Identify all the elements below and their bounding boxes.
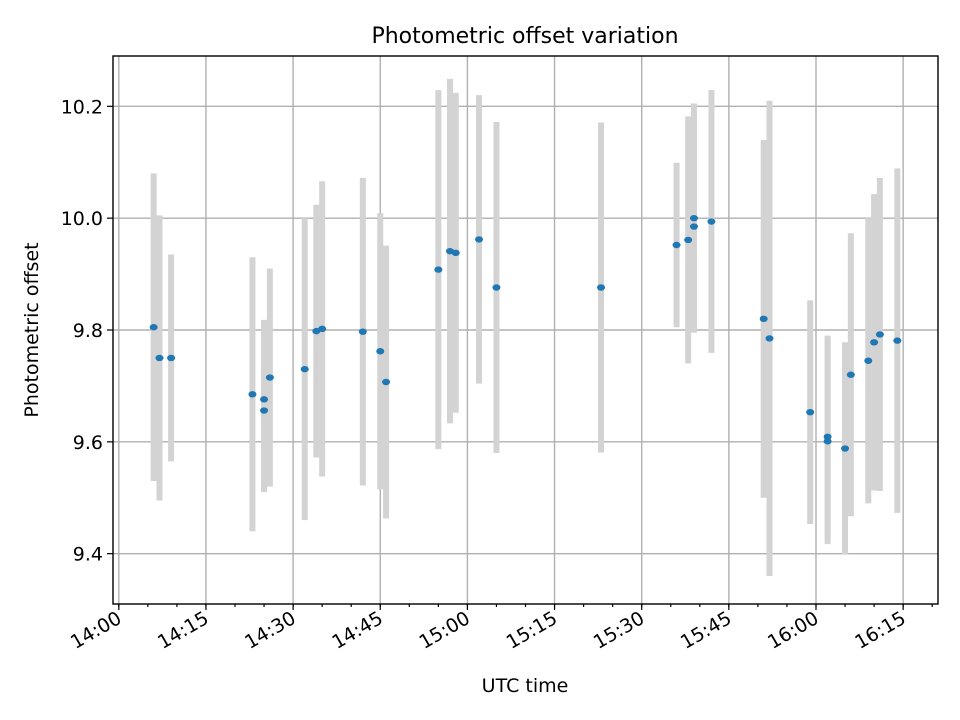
data-point — [689, 214, 698, 222]
y-tick-label: 9.4 — [73, 544, 103, 566]
y-axis-label: Photometric offset — [21, 242, 43, 417]
data-point — [672, 241, 681, 249]
data-point — [870, 339, 879, 346]
data-point — [149, 324, 158, 331]
data-point — [841, 445, 850, 452]
data-point — [893, 337, 902, 344]
data-point — [382, 378, 391, 386]
data-point — [434, 266, 443, 273]
data-point — [823, 438, 832, 445]
data-point — [300, 365, 309, 373]
data-point — [765, 335, 774, 342]
data-point — [167, 354, 176, 362]
x-axis-label: UTC time — [482, 675, 569, 697]
data-point — [864, 357, 873, 364]
data-point — [707, 218, 716, 225]
data-point — [475, 236, 484, 243]
data-point — [823, 433, 832, 441]
y-tick-label: 10.2 — [61, 96, 103, 118]
data-point — [376, 348, 385, 355]
y-axis-ticks: 9.4 9.6 9.8 10.0 10.2 — [61, 96, 113, 566]
data-point — [155, 354, 164, 362]
data-points — [149, 214, 902, 452]
data-point — [806, 409, 815, 416]
data-point — [260, 396, 269, 403]
data-point — [597, 284, 606, 291]
data-point — [358, 328, 367, 335]
data-point — [684, 236, 693, 244]
data-point — [248, 391, 257, 398]
data-point — [759, 315, 768, 323]
data-point — [451, 249, 460, 257]
data-point — [318, 325, 327, 333]
data-point — [689, 223, 698, 230]
data-point — [846, 371, 855, 378]
y-tick-label: 9.8 — [73, 320, 103, 342]
data-point — [492, 284, 501, 291]
y-tick-label: 10.0 — [61, 208, 103, 230]
data-point — [265, 374, 274, 381]
data-point — [875, 331, 884, 338]
data-point — [260, 407, 269, 414]
y-tick-label: 9.6 — [73, 432, 103, 454]
chart-title: Photometric offset variation — [371, 24, 678, 49]
